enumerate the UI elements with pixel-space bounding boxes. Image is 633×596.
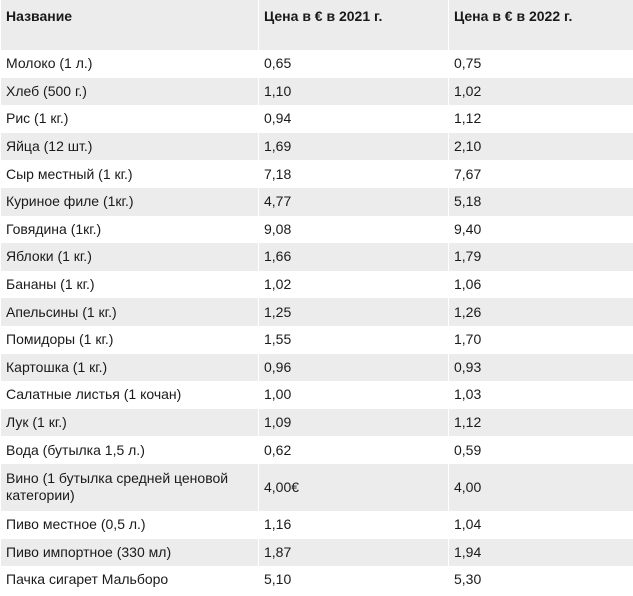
table-row: Помидоры (1 кг.) 1,55 1,70 bbox=[0, 325, 633, 354]
cell-price-2021: 1,69 bbox=[258, 132, 449, 161]
cell-name: Хлеб (500 г.) bbox=[0, 77, 259, 106]
cell-price-2022: 1,70 bbox=[448, 325, 633, 354]
cell-price-2022: 1,03 bbox=[448, 381, 633, 409]
table-row: Лук (1 кг.) 1,09 1,12 bbox=[0, 408, 633, 437]
cell-name: Лук (1 кг.) bbox=[0, 408, 259, 437]
table-row: Салатные листья (1 кочан) 1,00 1,03 bbox=[0, 381, 633, 409]
cell-price-2022: 1,79 bbox=[448, 243, 633, 271]
cell-price-2021: 1,16 bbox=[258, 510, 449, 539]
cell-name: Помидоры (1 кг.) bbox=[0, 325, 259, 354]
cell-price-2022: 1,94 bbox=[448, 538, 633, 567]
table-row: Вода (бутылка 1,5 л.) 0,62 0,59 bbox=[0, 436, 633, 464]
cell-name: Картошка (1 кг.) bbox=[0, 353, 259, 382]
table-row: Картошка (1 кг.) 0,96 0,93 bbox=[0, 353, 633, 382]
cell-price-2022: 2,10 bbox=[448, 132, 633, 161]
table-row: Пиво импортное (330 мл) 1,87 1,94 bbox=[0, 538, 633, 567]
cell-name: Пачка сигарет Мальборо bbox=[0, 566, 259, 594]
cell-name: Пиво импортное (330 мл) bbox=[0, 538, 259, 567]
table-row: Пиво местное (0,5 л.) 1,16 1,04 bbox=[0, 510, 633, 539]
cell-price-2022: 1,12 bbox=[448, 408, 633, 437]
cell-price-2021: 1,66 bbox=[258, 243, 449, 271]
cell-name: Куриное филе (1кг.) bbox=[0, 187, 259, 216]
cell-price-2021: 4,77 bbox=[258, 187, 449, 216]
header-price-2022: Цена в € в 2022 г. bbox=[448, 0, 633, 50]
cell-price-2022: 5,18 bbox=[448, 187, 633, 216]
table-row: Яблоки (1 кг.) 1,66 1,79 bbox=[0, 243, 633, 271]
cell-name: Рис (1 кг.) bbox=[0, 105, 259, 133]
cell-name: Яблоки (1 кг.) bbox=[0, 243, 259, 271]
table-row: Говядина (1кг.) 9,08 9,40 bbox=[0, 215, 633, 244]
cell-price-2021: 1,25 bbox=[258, 298, 449, 326]
cell-price-2022: 7,67 bbox=[448, 160, 633, 188]
cell-price-2021: 5,10 bbox=[258, 566, 449, 594]
cell-name: Молоко (1 л.) bbox=[0, 50, 259, 78]
header-name: Название bbox=[0, 0, 259, 50]
cell-price-2022: 1,02 bbox=[448, 77, 633, 106]
cell-price-2022: 1,04 bbox=[448, 510, 633, 539]
cell-price-2021: 1,02 bbox=[258, 270, 449, 299]
cell-name: Говядина (1кг.) bbox=[0, 215, 259, 244]
header-price-2021: Цена в € в 2021 г. bbox=[258, 0, 449, 50]
cell-price-2021: 0,65 bbox=[258, 50, 449, 78]
cell-price-2021: 7,18 bbox=[258, 160, 449, 188]
cell-price-2022: 4,00 bbox=[448, 463, 633, 511]
cell-price-2021: 0,62 bbox=[258, 436, 449, 464]
cell-price-2022: 1,26 bbox=[448, 298, 633, 326]
cell-price-2022: 0,93 bbox=[448, 353, 633, 382]
cell-name: Апельсины (1 кг.) bbox=[0, 298, 259, 326]
table-row: Хлеб (500 г.) 1,10 1,02 bbox=[0, 77, 633, 106]
cell-name: Бананы (1 кг.) bbox=[0, 270, 259, 299]
cell-name: Сыр местный (1 кг.) bbox=[0, 160, 259, 188]
table-row: Яйца (12 шт.) 1,69 2,10 bbox=[0, 132, 633, 161]
cell-price-2021: 1,00 bbox=[258, 381, 449, 409]
cell-price-2021: 0,96 bbox=[258, 353, 449, 382]
cell-price-2021: 1,55 bbox=[258, 325, 449, 354]
cell-name: Вода (бутылка 1,5 л.) bbox=[0, 436, 259, 464]
table-header-row: Название Цена в € в 2021 г. Цена в € в 2… bbox=[0, 0, 633, 50]
cell-name: Салатные листья (1 кочан) bbox=[0, 381, 259, 409]
table-row: Молоко (1 л.) 0,65 0,75 bbox=[0, 50, 633, 78]
cell-price-2022: 1,12 bbox=[448, 105, 633, 133]
cell-price-2022: 0,75 bbox=[448, 50, 633, 78]
cell-name: Пиво местное (0,5 л.) bbox=[0, 510, 259, 539]
cell-price-2021: 1,09 bbox=[258, 408, 449, 437]
table-row: Бананы (1 кг.) 1,02 1,06 bbox=[0, 270, 633, 299]
table-body: Молоко (1 л.) 0,65 0,75 Хлеб (500 г.) 1,10 1,… bbox=[0, 50, 633, 594]
cell-price-2021: 9,08 bbox=[258, 215, 449, 244]
table-row: Вино (1 бутылка средней ценовой категори… bbox=[0, 463, 633, 511]
cell-price-2022: 5,30 bbox=[448, 566, 633, 594]
cell-price-2021: 0,94 bbox=[258, 105, 449, 133]
cell-price-2022: 0,59 bbox=[448, 436, 633, 464]
table-row: Сыр местный (1 кг.) 7,18 7,67 bbox=[0, 160, 633, 188]
cell-price-2022: 9,40 bbox=[448, 215, 633, 244]
cell-price-2021: 1,87 bbox=[258, 538, 449, 567]
cell-price-2022: 1,06 bbox=[448, 270, 633, 299]
cell-price-2021: 4,00€ bbox=[258, 463, 449, 511]
cell-name: Вино (1 бутылка средней ценовой категори… bbox=[0, 463, 259, 511]
cell-price-2021: 1,10 bbox=[258, 77, 449, 106]
table-row: Рис (1 кг.) 0,94 1,12 bbox=[0, 105, 633, 133]
table-row: Апельсины (1 кг.) 1,25 1,26 bbox=[0, 298, 633, 326]
cell-name: Яйца (12 шт.) bbox=[0, 132, 259, 161]
table-row: Куриное филе (1кг.) 4,77 5,18 bbox=[0, 187, 633, 216]
table-row: Пачка сигарет Мальборо 5,10 5,30 bbox=[0, 566, 633, 594]
